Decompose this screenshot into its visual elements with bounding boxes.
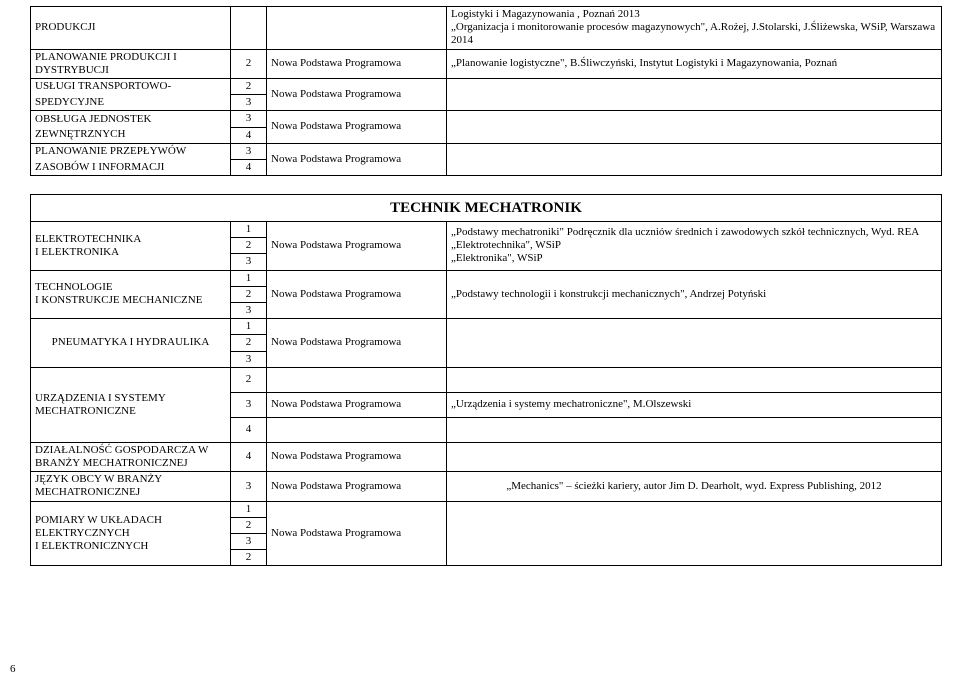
cell-basis: Nowa Podstawa Programowa — [267, 78, 447, 110]
cell-basis: Nowa Podstawa Programowa — [267, 319, 447, 368]
cell-desc — [447, 417, 942, 442]
cell-num: 3 — [231, 254, 267, 270]
cell-label: OBSŁUGA JEDNOSTEK — [31, 111, 231, 127]
cell-basis: Nowa Podstawa Programowa — [267, 49, 447, 78]
cell-basis: Nowa Podstawa Programowa — [267, 442, 447, 471]
cell-desc — [447, 501, 942, 566]
cell-desc: „Urządzenia i systemy mechatroniczne", M… — [447, 392, 942, 417]
cell-basis — [267, 367, 447, 392]
cell-basis — [267, 417, 447, 442]
table-row: PRODUKCJI Logistyki i Magazynowania , Po… — [31, 7, 942, 50]
spacer — [30, 176, 942, 194]
table-row: USŁUGI TRANSPORTOWO- 2 Nowa Podstawa Pro… — [31, 78, 942, 94]
cell-num: 2 — [231, 238, 267, 254]
cell-label: DZIAŁALNOŚĆ GOSPODARCZA W BRANŻY MECHATR… — [31, 442, 231, 471]
cell-desc: „Mechanics" – ścieżki kariery, autor Jim… — [447, 472, 942, 501]
cell-label: ELEKTROTECHNIKAI ELEKTRONIKA — [31, 222, 231, 271]
cell-desc: „Planowanie logistyczne", B.Śliwczyński,… — [447, 49, 942, 78]
table-row: PLANOWANIE PRODUKCJI I DYSTRYBUCJI 2 Now… — [31, 49, 942, 78]
cell-num: 3 — [231, 472, 267, 501]
cell-num: 1 — [231, 501, 267, 517]
table-row: URZĄDZENIA I SYSTEMY MECHATRONICZNE 2 — [31, 367, 942, 392]
cell-desc: „Podstawy mechatroniki" Podręcznik dla u… — [447, 222, 942, 271]
cell-num — [231, 7, 267, 50]
table-row: PNEUMATYKA I HYDRAULIKA 1 Nowa Podstawa … — [31, 319, 942, 335]
top-table: PRODUKCJI Logistyki i Magazynowania , Po… — [30, 6, 942, 176]
cell-desc — [447, 442, 942, 471]
cell-basis: Nowa Podstawa Programowa — [267, 111, 447, 143]
cell-num: 1 — [231, 270, 267, 286]
cell-label: ZEWNĘTRZNYCH — [31, 127, 231, 143]
cell-label: SPEDYCYJNE — [31, 95, 231, 111]
cell-desc — [447, 367, 942, 392]
cell-desc: Logistyki i Magazynowania , Poznań 2013„… — [447, 7, 942, 50]
table-row: ELEKTROTECHNIKAI ELEKTRONIKA 1 Nowa Pods… — [31, 222, 942, 238]
cell-desc — [447, 78, 942, 110]
cell-num: 2 — [231, 550, 267, 566]
cell-num: 3 — [231, 533, 267, 549]
cell-label: POMIARY W UKŁADACH ELEKTRYCZNYCHI ELEKTR… — [31, 501, 231, 566]
cell-num: 1 — [231, 222, 267, 238]
table-row: TECHNOLOGIEI KONSTRUKCJE MECHANICZNE 1 N… — [31, 270, 942, 286]
page-number: 6 — [10, 663, 16, 675]
cell-num: 3 — [231, 392, 267, 417]
cell-desc — [447, 319, 942, 368]
cell-desc: „Podstawy technologii i konstrukcji mech… — [447, 270, 942, 319]
cell-basis: Nowa Podstawa Programowa — [267, 472, 447, 501]
cell-num: 2 — [231, 78, 267, 94]
bottom-table: TECHNIK MECHATRONIK ELEKTROTECHNIKAI ELE… — [30, 194, 942, 566]
page: PRODUKCJI Logistyki i Magazynowania , Po… — [0, 0, 960, 679]
cell-num: 2 — [231, 517, 267, 533]
table-row: JĘZYK OBCY W BRANŻY MECHATRONICZNEJ 3 No… — [31, 472, 942, 501]
cell-num: 3 — [231, 111, 267, 127]
table-row: DZIAŁALNOŚĆ GOSPODARCZA W BRANŻY MECHATR… — [31, 442, 942, 471]
cell-num: 4 — [231, 127, 267, 143]
cell-basis: Nowa Podstawa Programowa — [267, 143, 447, 175]
cell-label: PLANOWANIE PRZEPŁYWÓW — [31, 143, 231, 159]
table-row: PLANOWANIE PRZEPŁYWÓW 3 Nowa Podstawa Pr… — [31, 143, 942, 159]
cell-label: PRODUKCJI — [31, 7, 231, 50]
cell-num: 3 — [231, 303, 267, 319]
cell-num: 2 — [231, 335, 267, 351]
cell-num: 3 — [231, 95, 267, 111]
cell-num: 3 — [231, 143, 267, 159]
cell-num: 1 — [231, 319, 267, 335]
cell-label: URZĄDZENIA I SYSTEMY MECHATRONICZNE — [31, 367, 231, 442]
cell-label: USŁUGI TRANSPORTOWO- — [31, 78, 231, 94]
cell-basis: Nowa Podstawa Programowa — [267, 392, 447, 417]
cell-label: JĘZYK OBCY W BRANŻY MECHATRONICZNEJ — [31, 472, 231, 501]
cell-label: TECHNOLOGIEI KONSTRUKCJE MECHANICZNE — [31, 270, 231, 319]
cell-desc — [447, 143, 942, 175]
cell-label: ZASOBÓW I INFORMACJI — [31, 159, 231, 175]
section-title-row: TECHNIK MECHATRONIK — [31, 195, 942, 222]
cell-label: PLANOWANIE PRODUKCJI I DYSTRYBUCJI — [31, 49, 231, 78]
cell-num: 4 — [231, 417, 267, 442]
cell-num: 4 — [231, 159, 267, 175]
section-title: TECHNIK MECHATRONIK — [31, 195, 942, 222]
cell-desc — [447, 111, 942, 143]
table-row: OBSŁUGA JEDNOSTEK 3 Nowa Podstawa Progra… — [31, 111, 942, 127]
table-row: POMIARY W UKŁADACH ELEKTRYCZNYCHI ELEKTR… — [31, 501, 942, 517]
cell-basis: Nowa Podstawa Programowa — [267, 501, 447, 566]
cell-basis: Nowa Podstawa Programowa — [267, 270, 447, 319]
cell-num: 4 — [231, 442, 267, 471]
cell-num: 2 — [231, 367, 267, 392]
cell-num: 3 — [231, 351, 267, 367]
cell-label: PNEUMATYKA I HYDRAULIKA — [31, 319, 231, 368]
cell-num: 2 — [231, 286, 267, 302]
cell-basis — [267, 7, 447, 50]
cell-num: 2 — [231, 49, 267, 78]
cell-basis: Nowa Podstawa Programowa — [267, 222, 447, 271]
